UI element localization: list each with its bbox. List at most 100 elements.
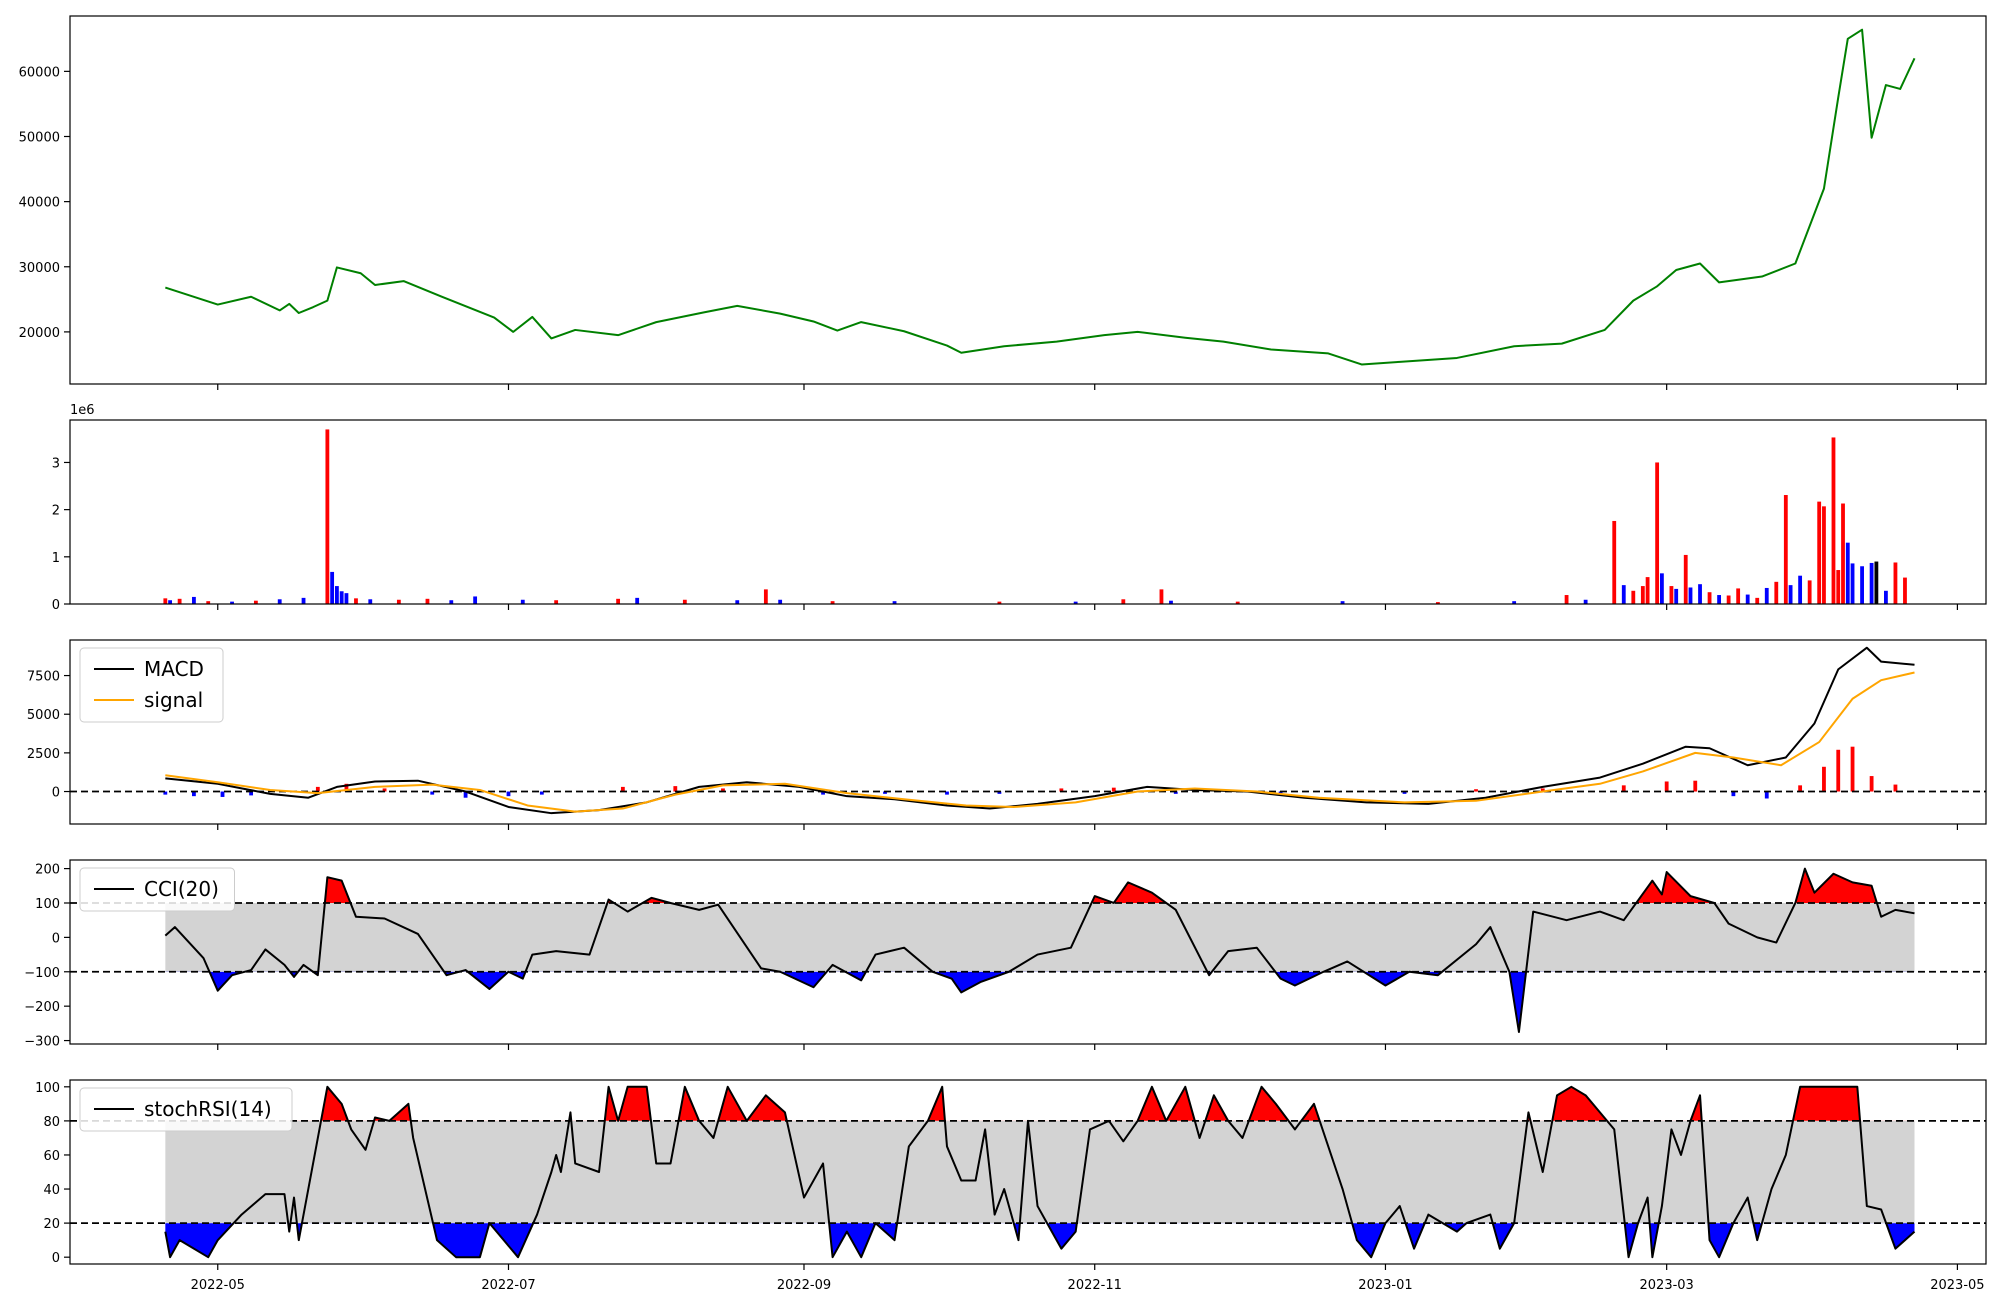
volume-bar xyxy=(1845,542,1850,604)
volume-bar xyxy=(1683,554,1688,604)
macd-histogram-bar xyxy=(192,791,196,797)
macd-histogram-bar xyxy=(1540,788,1545,792)
volume-bar xyxy=(1755,597,1760,604)
volume-bar xyxy=(1860,566,1864,604)
macd-histogram-bar xyxy=(1764,791,1769,799)
y-tick-label: 80 xyxy=(43,1115,60,1130)
macd-histogram-bar xyxy=(463,791,468,798)
volume-bar xyxy=(449,600,454,604)
cci-20-line xyxy=(164,867,1915,1033)
volume-bar xyxy=(1659,573,1664,604)
plot-area xyxy=(70,867,1986,1033)
volume-bar xyxy=(1817,501,1822,604)
volume-bar xyxy=(1073,601,1078,604)
macd-histogram-bar xyxy=(1664,781,1669,792)
volume-bar xyxy=(1640,586,1645,604)
x-tick-label: 2023-01 xyxy=(1358,1278,1412,1293)
oversold-fill xyxy=(165,1223,1915,1258)
legend-label: stochRSI(14) xyxy=(144,1097,272,1121)
y-tick-label: 2500 xyxy=(27,747,60,762)
volume-bar xyxy=(1512,601,1517,604)
y-tick-label: 5000 xyxy=(27,708,60,723)
volume-bar xyxy=(682,599,687,604)
signal-line xyxy=(165,671,1915,813)
macd-histogram-bar xyxy=(1173,791,1178,794)
volume-bar xyxy=(1903,577,1907,604)
y-tick-label: −300 xyxy=(24,1035,60,1050)
neutral-band xyxy=(165,902,1915,972)
macd-histogram-bar xyxy=(1869,776,1874,792)
volume-bar xyxy=(1707,592,1712,604)
macd-histogram-bar xyxy=(163,791,168,795)
volume-bar xyxy=(1235,601,1240,604)
y-tick-label: 0 xyxy=(52,931,60,946)
stochrsi-panel: 0 20 40 60 80 100 2022-05 2022-07 2022-09 2022-11… xyxy=(35,1079,1987,1293)
volume-bar xyxy=(1745,594,1750,604)
volume-bar xyxy=(1874,561,1879,604)
volume-bar xyxy=(334,586,339,604)
y-offset-label: 1e6 xyxy=(70,403,95,418)
volume-bar xyxy=(1669,586,1674,604)
y-tick-label: 30000 xyxy=(19,261,60,276)
macd-histogram-bar xyxy=(1059,788,1064,792)
volume-bar xyxy=(339,591,344,604)
axes-frame xyxy=(69,15,1987,385)
overbought-fill xyxy=(321,1086,1861,1121)
macd-histogram-bar xyxy=(315,786,320,792)
y-tick-label: 20000 xyxy=(19,326,60,341)
macd-histogram-bar xyxy=(1850,746,1855,792)
overbought-fill xyxy=(165,868,1915,903)
volume-bar xyxy=(1159,589,1164,604)
plot-area xyxy=(163,429,1907,604)
y-tick-label: 7500 xyxy=(27,670,60,685)
x-tick-label: 2022-09 xyxy=(777,1278,831,1293)
macd-panel: 0 2500 5000 7500 MACD signal xyxy=(27,639,1987,830)
macd-histogram-bar xyxy=(506,791,511,797)
volume-bar xyxy=(1841,503,1845,604)
y-tick-label: 100 xyxy=(35,1081,60,1096)
volume-bar xyxy=(1726,595,1731,604)
y-tick-label: 40 xyxy=(43,1183,60,1198)
macd-histogram-bar xyxy=(430,791,435,795)
volume-bar xyxy=(177,598,182,604)
volume-bar xyxy=(1869,562,1874,604)
volume-bar xyxy=(1631,590,1636,604)
volume-bar xyxy=(1169,600,1173,604)
axes-frame xyxy=(69,419,1987,605)
volume-bar xyxy=(1836,570,1841,604)
volume-bar xyxy=(1621,585,1626,604)
macd-histogram-bar xyxy=(539,791,544,795)
volume-bar xyxy=(1893,562,1898,604)
volume-bar xyxy=(354,598,358,604)
volume-bar xyxy=(168,600,172,604)
volume-bar xyxy=(997,601,1002,604)
y-tick-label: 20 xyxy=(43,1217,60,1232)
volume-bar xyxy=(1435,602,1440,604)
volume-bar xyxy=(1121,599,1126,604)
volume-bar xyxy=(616,598,621,604)
y-tick-label: 0 xyxy=(52,1251,60,1266)
price-line xyxy=(165,28,1916,366)
volume-bar xyxy=(763,589,768,604)
macd-histogram-bar xyxy=(1798,785,1803,792)
y-tick-label: 60 xyxy=(43,1149,60,1164)
legend-box xyxy=(79,1087,293,1132)
volume-bar xyxy=(1717,595,1722,604)
volume-bar xyxy=(735,600,740,604)
volume-bar xyxy=(1698,584,1702,604)
volume-bar xyxy=(301,597,306,604)
macd-histogram-bar xyxy=(883,791,887,794)
macd-histogram-bar xyxy=(721,788,725,792)
y-tick-label: 60000 xyxy=(19,65,60,80)
y-tick-label: 3 xyxy=(52,456,60,471)
volume-bar xyxy=(163,598,168,604)
legend-label: signal xyxy=(144,688,203,712)
volume-bar xyxy=(277,599,282,604)
volume-bar xyxy=(206,601,211,604)
macd-histogram-bar xyxy=(344,783,349,792)
volume-bar xyxy=(1612,520,1617,604)
legend-box xyxy=(79,647,224,723)
volume-bar xyxy=(778,599,783,604)
